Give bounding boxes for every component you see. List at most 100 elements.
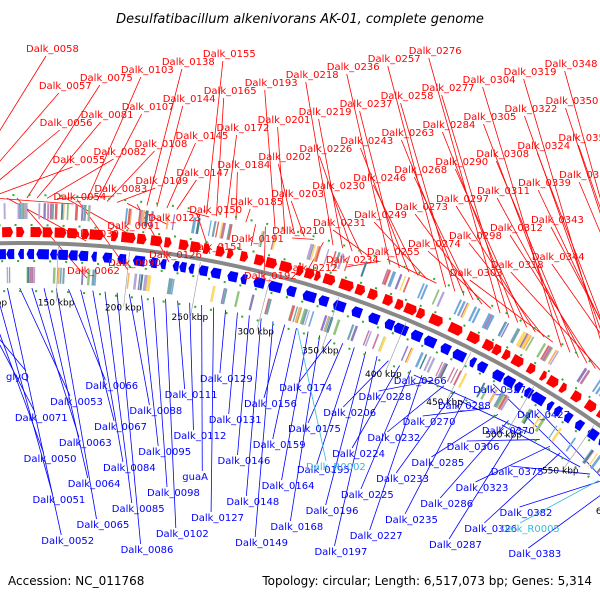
forward-gene-label[interactable]: Dalk_0091	[107, 221, 160, 232]
forward-gene-label[interactable]: Dalk_0274	[408, 239, 461, 250]
reverse-gene-label[interactable]: Dalk_0085	[112, 504, 165, 515]
reverse-gene-label[interactable]: Dalk_0067	[94, 422, 147, 433]
forward-gene-label[interactable]: Dalk_0324	[517, 141, 570, 152]
reverse-gene-label[interactable]: glyQ	[6, 372, 29, 383]
forward-gene-label[interactable]: Dalk_0276	[409, 46, 462, 57]
reverse-gene-label[interactable]: Dalk_0225	[341, 490, 394, 501]
forward-gene-label[interactable]: Dalk_0322	[504, 104, 557, 115]
reverse-gene-label[interactable]: Dalk_0051	[32, 495, 85, 506]
forward-gene-label[interactable]: Dalk_0219	[299, 107, 352, 118]
forward-gene-label[interactable]: Dalk_0039	[66, 229, 119, 240]
reverse-gene-label[interactable]: Dalk_0232	[367, 433, 420, 444]
reverse-gene-label[interactable]: Dalk_0111	[165, 390, 218, 401]
reverse-gene-label[interactable]: Dalk_0327	[473, 385, 526, 396]
forward-gene-label[interactable]: Dalk_0297	[436, 194, 489, 205]
forward-gene-label[interactable]: Dalk_0147	[176, 168, 229, 179]
forward-gene-label[interactable]: Dalk_0081	[81, 110, 134, 121]
forward-gene-label[interactable]: Dalk_0255	[367, 247, 420, 258]
forward-gene-label[interactable]: Dalk_0258	[381, 91, 434, 102]
forward-gene-label[interactable]: Dalk_0318	[491, 260, 544, 271]
reverse-gene-label[interactable]: Dalk_0266	[394, 376, 447, 387]
forward-gene-label[interactable]: Dalk_0303	[450, 268, 503, 279]
forward-gene-label[interactable]: Dalk_0058	[26, 44, 79, 55]
reverse-gene-label[interactable]: Dalk_0098	[147, 488, 200, 499]
reverse-gene-label[interactable]: Dalk_0287	[429, 540, 482, 551]
reverse-gene-label[interactable]: Dalk_0285	[411, 458, 464, 469]
forward-gene-label[interactable]: Dalk_0311	[477, 186, 530, 197]
forward-gene-label[interactable]: Dalk_0150	[189, 205, 242, 216]
forward-gene-label[interactable]: Dalk_0138	[162, 57, 215, 68]
forward-gene-label[interactable]: Dalk_0237	[340, 99, 393, 110]
rna-gene-label[interactable]: Dalk_R0002	[306, 462, 366, 473]
forward-gene-label[interactable]: Dalk_0062	[67, 266, 120, 277]
reverse-gene-label[interactable]: Dalk_0382	[500, 508, 553, 519]
reverse-gene-label[interactable]: Dalk_0195	[297, 465, 350, 476]
reverse-gene-label[interactable]: Dalk_0131	[209, 415, 262, 426]
reverse-gene-label[interactable]: Dalk_0086	[121, 545, 174, 556]
reverse-gene-label[interactable]: Dalk_0168	[270, 522, 323, 533]
reverse-gene-label[interactable]: Dalk_0053	[50, 397, 103, 408]
reverse-gene-label[interactable]: Dalk_0129	[200, 374, 253, 385]
reverse-gene-label[interactable]: Dalk_0164	[262, 481, 315, 492]
forward-gene-label[interactable]: Dalk_0201	[258, 115, 311, 126]
forward-gene-label[interactable]: Dalk_0236	[327, 62, 380, 73]
forward-gene-label[interactable]: Dalk_0126	[149, 250, 202, 261]
reverse-gene-label[interactable]: Dalk_0088	[129, 406, 182, 417]
forward-gene-label[interactable]: Dalk_0210	[272, 226, 325, 237]
forward-gene-label[interactable]: Dalk_0298	[449, 231, 502, 242]
reverse-gene-label[interactable]: Dalk_0064	[68, 479, 121, 490]
reverse-gene-label[interactable]: Dalk_0063	[59, 438, 112, 449]
forward-gene-label[interactable]: Dalk_0083	[94, 184, 147, 195]
forward-gene-label[interactable]: Dalk_0172	[217, 123, 270, 134]
forward-gene-label[interactable]: Dalk_0155	[203, 49, 256, 60]
forward-gene-label[interactable]: Dalk_0075	[80, 73, 133, 84]
reverse-gene-label[interactable]: Dalk_0323	[455, 483, 508, 494]
reverse-gene-label[interactable]: Dalk_0306	[447, 442, 500, 453]
reverse-gene-label[interactable]: Dalk_0146	[218, 456, 271, 467]
reverse-gene-label[interactable]: guaA	[182, 472, 208, 483]
forward-gene-label[interactable]: Dalk_0249	[354, 210, 407, 221]
forward-gene-label[interactable]: Dalk_0308	[476, 149, 529, 160]
reverse-gene-label[interactable]: Dalk_0383	[508, 549, 561, 560]
forward-gene-label[interactable]: Dalk_0230	[312, 181, 365, 192]
rna-gene-label[interactable]: Dalk_R0005	[500, 524, 560, 535]
forward-gene-label[interactable]: Dalk_0057	[39, 81, 92, 92]
forward-gene-label[interactable]: Dalk_0109	[135, 176, 188, 187]
forward-gene-label[interactable]: Dalk_0350	[545, 96, 598, 107]
reverse-gene-label[interactable]: Dalk_0288	[438, 401, 491, 412]
forward-gene-label[interactable]: Dalk_0192	[244, 271, 297, 282]
forward-gene-label[interactable]: Dalk_0371	[559, 170, 600, 181]
reverse-gene-label[interactable]: Dalk_0197	[314, 547, 367, 558]
forward-gene-label[interactable]: Dalk_0056	[40, 118, 93, 129]
reverse-gene-label[interactable]: Dalk_0066	[85, 381, 138, 392]
forward-gene-label[interactable]: Dalk_0212	[285, 263, 338, 274]
reverse-gene-label[interactable]: Dalk_0206	[323, 408, 376, 419]
forward-gene-label[interactable]: Dalk_0348	[545, 59, 598, 70]
reverse-gene-label[interactable]: Dalk_0235	[385, 515, 438, 526]
forward-gene-label[interactable]: Dalk_0263	[381, 128, 434, 139]
forward-gene-label[interactable]: Dalk_0103	[121, 65, 174, 76]
reverse-gene-label[interactable]: Dalk_0156	[244, 399, 297, 410]
forward-gene-label[interactable]: Dalk_0344	[532, 252, 585, 263]
forward-gene-label[interactable]: Dalk_0231	[313, 218, 366, 229]
forward-gene-label[interactable]: Dalk_0165	[204, 86, 257, 97]
reverse-gene-label[interactable]: Dalk_0112	[173, 431, 226, 442]
forward-gene-label[interactable]: Dalk_0082	[94, 147, 147, 158]
forward-gene-label[interactable]: Dalk_0284	[422, 120, 475, 131]
reverse-gene-label[interactable]: Dalk_0148	[226, 497, 279, 508]
reverse-gene-label[interactable]: Dalk_0326	[464, 524, 517, 535]
reverse-gene-label[interactable]: Dalk_0228	[359, 392, 412, 403]
forward-gene-label[interactable]: Dalk_0305	[463, 112, 516, 123]
reverse-gene-label[interactable]: Dalk_0286	[420, 499, 473, 510]
reverse-gene-label[interactable]: Dalk_0071	[15, 413, 68, 424]
reverse-gene-label[interactable]: Dalk_0050	[24, 454, 77, 465]
forward-gene-label[interactable]: Dalk_0343	[531, 215, 584, 226]
forward-gene-label[interactable]: Dalk_0193	[245, 78, 298, 89]
forward-gene-label[interactable]: Dalk_0151	[190, 242, 243, 253]
reverse-gene-label[interactable]: Dalk_0233	[376, 474, 429, 485]
reverse-gene-label[interactable]: Dalk_0224	[332, 449, 385, 460]
forward-gene-label[interactable]: Dalk_0054	[53, 192, 106, 203]
forward-gene-label[interactable]: Dalk_0145	[176, 131, 229, 142]
forward-gene-label[interactable]: Dalk_0273	[395, 202, 448, 213]
forward-gene-label[interactable]: Dalk_0352	[558, 133, 600, 144]
